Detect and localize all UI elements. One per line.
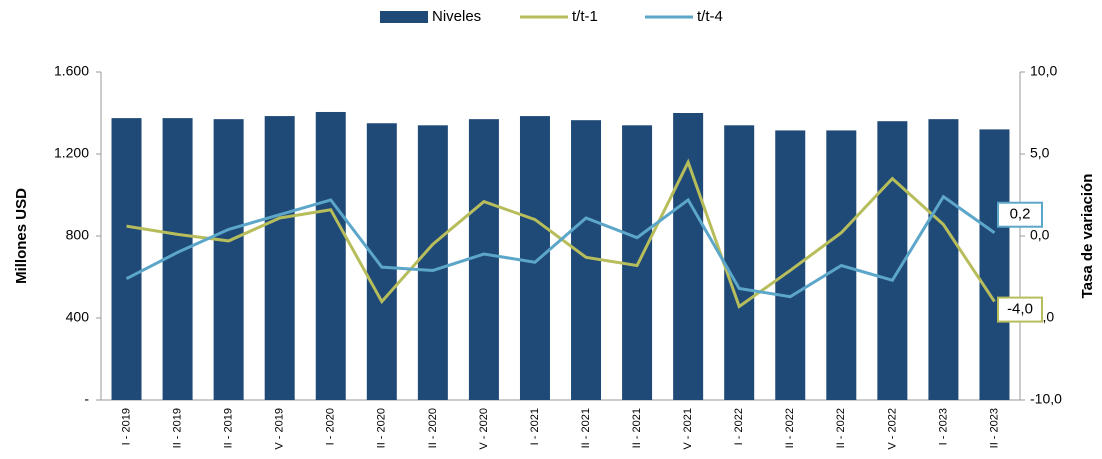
value-label: -4,0 <box>1007 301 1033 318</box>
y-tick-label: 1.200 <box>54 145 89 161</box>
value-label-box <box>997 201 1043 228</box>
x-tick-label: V - 2022 <box>886 408 898 450</box>
line <box>125 194 996 299</box>
x-tick-label: II - 2020 <box>376 408 388 448</box>
bar <box>468 119 499 401</box>
y-tick-label: - <box>84 391 89 407</box>
y2-tick-label: 10,0 <box>1030 63 1057 79</box>
bar <box>366 123 397 400</box>
bar <box>724 125 755 401</box>
y-axis-label: Millones USD <box>13 188 30 284</box>
y-tick-label: 400 <box>66 309 90 325</box>
y2-axis-label: Tasa de variación <box>1079 174 1096 299</box>
x-tick-label: II - 2020 <box>427 408 439 448</box>
value-label: 0,2 <box>1010 206 1031 223</box>
x-tick-label: II - 2021 <box>631 408 643 448</box>
bar <box>877 121 908 400</box>
bar <box>775 130 806 401</box>
x-tick-label: I - 2019 <box>120 408 132 445</box>
bar <box>519 116 550 400</box>
y2-tick-label: 0,0 <box>1030 227 1050 243</box>
x-tick-label: II - 2023 <box>988 408 1000 448</box>
legend-label: t/t-4 <box>697 8 723 25</box>
bar <box>417 125 448 401</box>
x-tick-label: II - 2019 <box>223 408 235 448</box>
x-tick-label: V - 2020 <box>478 408 490 450</box>
y-tick-label: 1.600 <box>54 63 89 79</box>
legend-label: Niveles <box>432 8 481 25</box>
x-tick-label: I - 2021 <box>529 408 541 445</box>
bar <box>673 113 704 400</box>
x-tick-label: I - 2023 <box>937 408 949 445</box>
legend-swatch <box>380 11 428 23</box>
bar <box>111 118 142 400</box>
bar <box>315 111 346 400</box>
x-tick-label: II - 2022 <box>784 408 796 448</box>
bar <box>928 119 959 401</box>
legend-label: t/t-1 <box>572 8 598 25</box>
bar <box>213 119 244 401</box>
x-tick-label: V - 2019 <box>274 408 286 450</box>
bar <box>979 129 1010 400</box>
bar <box>264 116 295 400</box>
x-tick-label: II - 2021 <box>580 408 592 448</box>
x-tick-label: I - 2022 <box>733 408 745 445</box>
line <box>126 158 996 309</box>
x-tick-label: II - 2022 <box>835 408 847 448</box>
x-tick-label: V - 2021 <box>682 408 694 450</box>
value-label-box <box>997 296 1043 323</box>
x-tick-label: I - 2020 <box>325 408 337 445</box>
y2-tick-label: 5,0 <box>1030 145 1050 161</box>
y-tick-label: 800 <box>66 227 90 243</box>
y2-tick-label: -10,0 <box>1030 391 1062 407</box>
x-tick-label: II - 2019 <box>171 408 183 448</box>
